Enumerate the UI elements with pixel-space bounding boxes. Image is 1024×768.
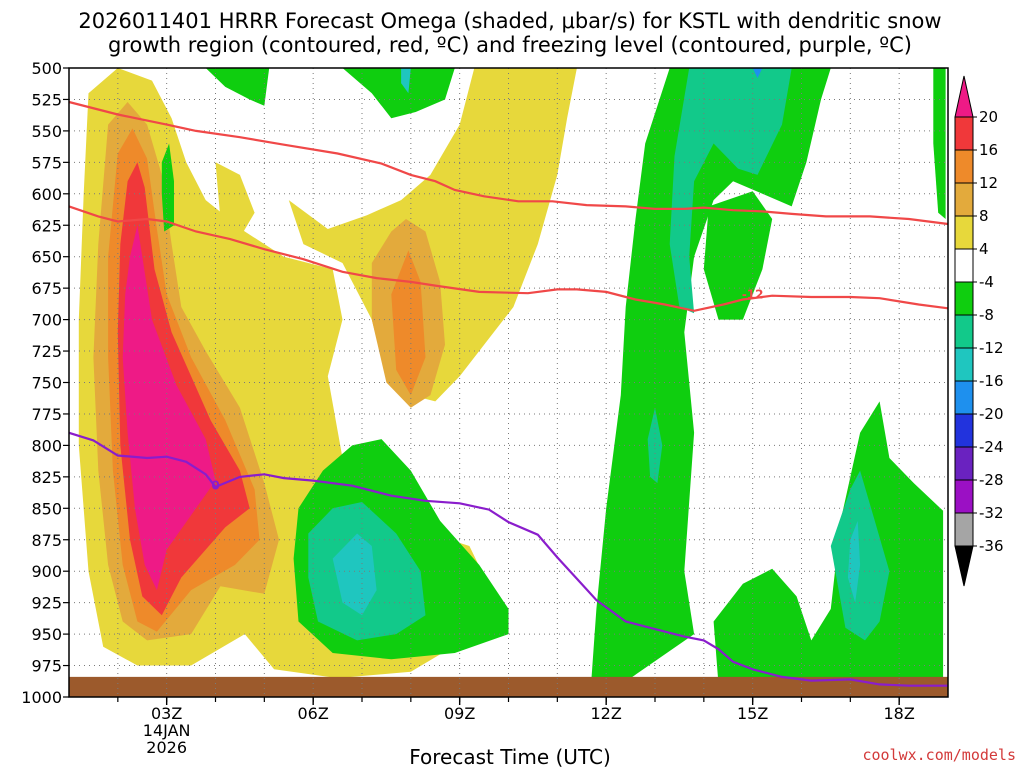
colorbar-label: -20 (979, 405, 1004, 423)
omega-region-neg8 (647, 407, 663, 484)
dendritic-contour-1-label: -12 (742, 287, 764, 301)
omega-region-neg4 (713, 401, 944, 685)
colorbar-label: -24 (979, 438, 1004, 456)
x-tick-label: 06Z (298, 704, 329, 723)
y-tick-label: 675 (31, 279, 62, 298)
y-tick-label: 750 (31, 374, 62, 393)
colorbar-label: -12 (979, 339, 1004, 357)
y-tick-label: 875 (31, 531, 62, 550)
colorbar-segment (954, 182, 974, 217)
y-tick-label: 775 (31, 405, 62, 424)
colorbar-label: -8 (979, 306, 994, 324)
colorbar-label: 16 (979, 141, 998, 159)
y-tick-label: 500 (31, 59, 62, 78)
contour-lines: -12 0 (68, 100, 949, 687)
y-tick-label: 900 (31, 562, 62, 581)
x-tick-label: 15Z (737, 704, 768, 723)
freezing-level-contour (68, 431, 948, 687)
y-tick-label: 975 (31, 657, 62, 676)
colorbar-segment (954, 149, 974, 184)
omega-region-4 (215, 162, 255, 238)
chart-title-line-1: 2026011401 HRRR Forecast Omega (shaded, … (78, 9, 941, 33)
y-tick-label: 650 (31, 248, 62, 267)
x-tick-label: 09Z (444, 704, 475, 723)
y-tick-label: 925 (31, 594, 62, 613)
x-tick-sublabel: 2026 (146, 738, 187, 757)
omega-region-neg8 (669, 68, 792, 314)
x-tick-label: 18Z (884, 704, 915, 723)
y-tick-label: 725 (31, 342, 62, 361)
colorbar-label: -28 (979, 471, 1004, 489)
colorbar-segment (954, 413, 974, 448)
dendritic-contour-2 (68, 100, 949, 226)
colorbar-segment (954, 512, 974, 547)
omega-region-12 (391, 250, 426, 396)
colorbar-segment (954, 248, 974, 283)
colorbar-label: 20 (979, 108, 998, 126)
y-tick-label: 525 (31, 90, 62, 109)
omega-colorbar: 20 16 12 8 4 -4 -8 -12 -16 -20 -24 -28 -32 -36 (954, 75, 1004, 587)
colorbar-segment (954, 446, 974, 481)
y-tick-label: 575 (31, 153, 62, 172)
colorbar-label: -16 (979, 372, 1004, 390)
omega-region-neg16 (752, 68, 763, 79)
omega-region-neg4 (703, 191, 773, 320)
omega-region-4 (288, 68, 577, 402)
omega-region-neg12 (401, 68, 411, 94)
y-tick-label: 600 (31, 185, 62, 204)
y-tick-label: 825 (31, 468, 62, 487)
colorbar-label: 4 (979, 240, 989, 258)
dendritic-contour-1 (68, 205, 949, 312)
y-tick-label: 850 (31, 499, 62, 518)
chart-title: 2026011401 HRRR Forecast Omega (shaded, … (78, 9, 941, 57)
omega-region-neg4 (342, 68, 455, 119)
omega-region-neg8 (830, 470, 890, 641)
source-credit: coolwx.com/models (862, 746, 1016, 764)
y-tick-label: 1000 (21, 688, 62, 707)
omega-region-neg4 (161, 143, 174, 232)
colorbar-label: -4 (979, 273, 994, 291)
colorbar-segment (954, 281, 974, 316)
chart-title-line-2: growth region (contoured, red, ºC) and f… (108, 33, 912, 57)
omega-region-neg4 (591, 68, 831, 679)
colorbar-bottom-arrow (954, 545, 974, 587)
x-axis-label: Forecast Time (UTC) (409, 745, 611, 768)
x-tick-label: 03Z (151, 704, 182, 723)
y-axis-pressure: 500 525 550 575 600 625 650 675 700 725 750 775 800 8… (21, 59, 69, 707)
colorbar-segment (954, 314, 974, 349)
omega-region-20 (122, 225, 216, 591)
y-tick-label: 625 (31, 216, 62, 235)
x-tick-label: 12Z (591, 704, 622, 723)
y-tick-label: 700 (31, 311, 62, 330)
colorbar-label: 8 (979, 207, 989, 225)
y-tick-label: 550 (31, 122, 62, 141)
ground-surface (69, 676, 948, 697)
y-tick-label: 950 (31, 625, 62, 644)
x-tick-sublabel: 14JAN (143, 721, 191, 740)
omega-region-neg12 (847, 520, 861, 603)
omega-shaded-field (69, 68, 948, 697)
omega-region-neg4 (205, 68, 270, 106)
colorbar-label: -32 (979, 504, 1004, 522)
colorbar-segment (954, 116, 974, 151)
omega-region-neg4 (933, 68, 946, 219)
y-tick-label: 800 (31, 436, 62, 455)
colorbar-top-arrow (954, 75, 974, 118)
freezing-level-contour-label: 0 (211, 479, 219, 493)
colorbar-segment (954, 479, 974, 514)
colorbar-label: 12 (979, 174, 998, 192)
colorbar-segment (954, 347, 974, 382)
colorbar-segment (954, 215, 974, 250)
colorbar-segment (954, 380, 974, 415)
omega-region-neg12 (332, 533, 377, 616)
colorbar-label: -36 (979, 537, 1004, 555)
